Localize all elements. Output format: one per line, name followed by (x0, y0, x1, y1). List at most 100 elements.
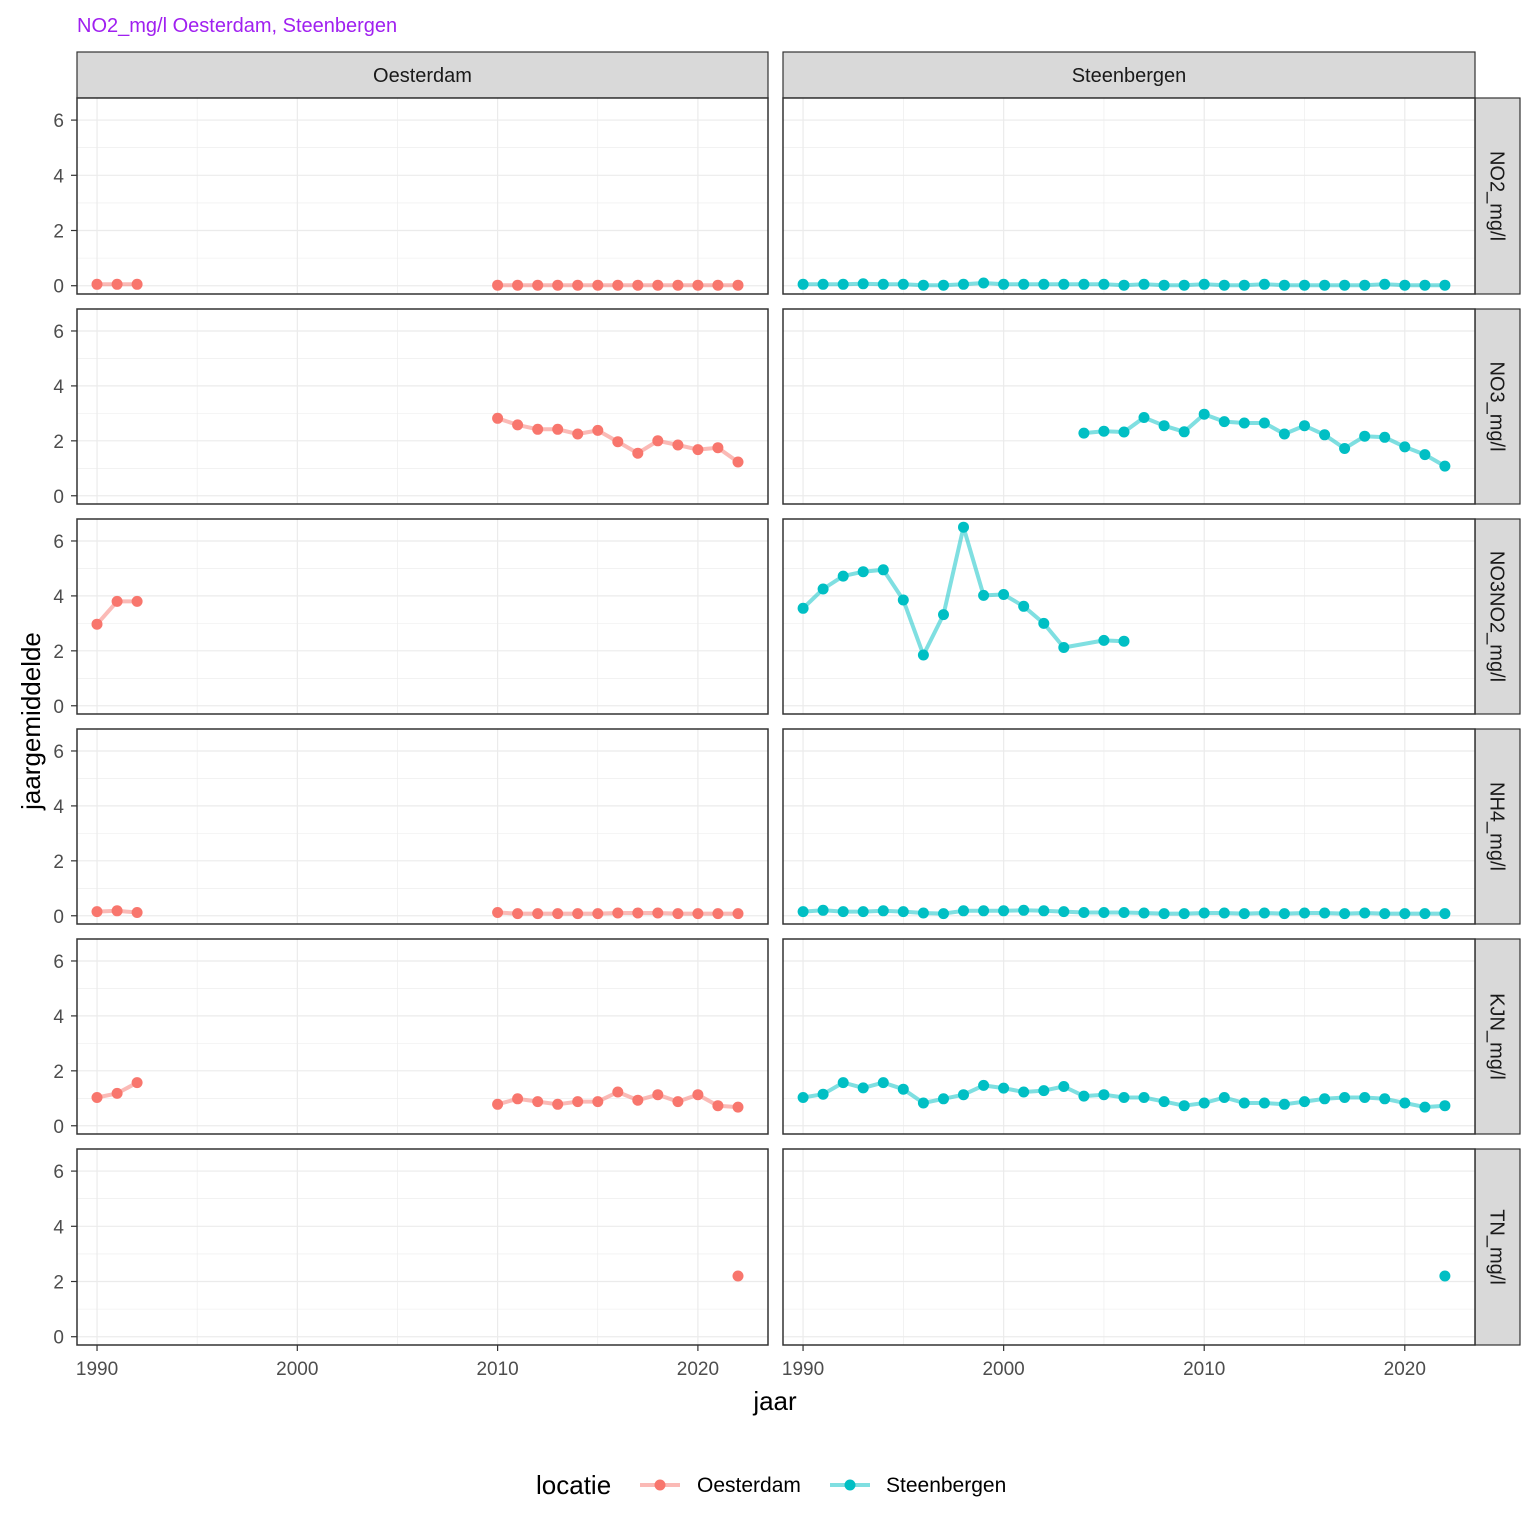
y-tick-label: 2 (53, 852, 64, 873)
data-point-2000 (998, 905, 1010, 917)
data-point-1997 (938, 908, 949, 920)
data-point-2020 (692, 279, 704, 291)
y-tick-label: 2 (53, 642, 64, 663)
data-point-2013 (1258, 1097, 1270, 1109)
data-point-1994 (877, 278, 889, 290)
data-point-2009 (1178, 279, 1190, 291)
data-point-2020 (692, 908, 704, 920)
data-point-2009 (1178, 1100, 1190, 1112)
data-point-1993 (857, 1082, 869, 1094)
panel-border (782, 518, 1476, 715)
data-point-1995 (897, 278, 909, 290)
column-strips: Oesterdam Steenbergen (76, 51, 1476, 99)
y-tick-label: 0 (53, 907, 64, 928)
data-point-2013 (1258, 907, 1270, 919)
panel-no3no2-mg-l-steenbergen (783, 519, 1475, 714)
data-point-2011 (1218, 907, 1230, 919)
data-point-2022 (732, 908, 744, 920)
y-tick-label: 0 (53, 487, 64, 508)
data-point-2020 (692, 444, 704, 456)
data-point-1993 (857, 278, 869, 290)
data-point-2005 (1098, 634, 1110, 646)
data-point-2022 (1439, 460, 1451, 472)
data-point-2016 (1319, 429, 1331, 441)
data-point-2018 (652, 907, 664, 919)
data-point-2017 (632, 279, 644, 291)
data-point-1994 (877, 905, 889, 917)
data-point-2019 (672, 279, 684, 291)
data-point-2004 (1078, 427, 1090, 439)
data-point-2012 (532, 279, 544, 291)
data-point-2014 (1278, 1098, 1290, 1110)
data-point-1999 (978, 277, 990, 289)
data-point-2021 (1419, 1101, 1431, 1113)
data-point-2013 (552, 423, 564, 435)
data-point-2009 (1178, 908, 1190, 920)
strip-no3-mg-l (1474, 308, 1521, 505)
data-point-2022 (732, 456, 744, 468)
data-point-2012 (532, 1096, 544, 1108)
data-point-2007 (1138, 278, 1150, 290)
panel-no3-mg-l-steenbergen (783, 309, 1475, 504)
data-point-2010 (492, 279, 504, 291)
data-point-2015 (592, 908, 604, 920)
data-point-2003 (1058, 642, 1070, 653)
y-tick-label: 4 (53, 797, 64, 818)
series-oesterdam-tn-mg-l (732, 1270, 744, 1282)
data-point-2022 (1439, 1270, 1451, 1282)
legend-key-point (844, 1479, 856, 1491)
data-point-2004 (1078, 1090, 1090, 1102)
panel-border (782, 308, 1476, 505)
series-steenbergen-tn-mg-l (1439, 1270, 1451, 1282)
data-point-2006 (1118, 635, 1130, 647)
data-point-1995 (897, 1083, 909, 1095)
y-tick-label: 6 (53, 1162, 64, 1183)
data-point-2015 (1299, 279, 1310, 291)
strip-no2-mg-l (1474, 97, 1521, 295)
series-steenbergen-no2-mg-l (797, 277, 1451, 291)
data-point-2000 (998, 589, 1010, 600)
data-point-2010 (492, 1098, 504, 1110)
data-point-2003 (1058, 1081, 1070, 1092)
data-point-2014 (572, 428, 584, 440)
strip-oesterdam (76, 51, 769, 99)
x-axis-title: jaar (752, 1386, 797, 1416)
panel-no2-mg-l-oesterdam (77, 98, 768, 294)
data-point-2013 (552, 908, 564, 920)
data-point-1995 (897, 906, 909, 918)
data-point-2012 (532, 423, 544, 435)
data-point-1992 (131, 907, 143, 918)
strip-label-kjn-mg-l: KJN_mg/l (1486, 993, 1508, 1080)
data-point-2014 (1278, 428, 1290, 440)
data-point-1995 (897, 594, 909, 606)
data-point-2018 (652, 1089, 664, 1101)
data-point-2002 (1038, 617, 1050, 629)
x-tick-label: 2020 (1384, 1359, 1426, 1380)
data-point-1996 (917, 279, 929, 291)
data-point-1991 (817, 1088, 829, 1100)
data-point-2015 (1299, 1096, 1310, 1108)
data-point-2001 (1018, 1086, 1030, 1098)
data-point-1999 (978, 1079, 990, 1091)
strip-label-steenbergen: Steenbergen (1072, 65, 1187, 87)
data-point-2012 (532, 908, 544, 920)
data-point-2020 (1399, 908, 1411, 920)
data-point-2013 (1258, 417, 1270, 429)
data-point-2018 (1359, 907, 1371, 919)
strip-label-nh4-mg-l: NH4_mg/l (1486, 782, 1508, 871)
legend: locatie Oesterdam Steenbergen (536, 1470, 1006, 1500)
data-point-2021 (1419, 279, 1431, 291)
data-point-1991 (817, 278, 829, 290)
data-point-2019 (672, 1096, 684, 1108)
data-point-2017 (1339, 908, 1351, 920)
panel-tn-mg-l-steenbergen (783, 1149, 1475, 1345)
data-point-1990 (797, 1092, 809, 1103)
data-point-2002 (1038, 1085, 1050, 1097)
panel-background (77, 309, 768, 504)
x-tick-label: 2000 (276, 1359, 318, 1380)
data-point-1992 (131, 1077, 143, 1089)
y-tick-label: 0 (53, 697, 64, 718)
data-point-2018 (1359, 279, 1371, 291)
panel-border (782, 728, 1476, 925)
series-oesterdam-kjn-mg-l (91, 1077, 744, 1113)
